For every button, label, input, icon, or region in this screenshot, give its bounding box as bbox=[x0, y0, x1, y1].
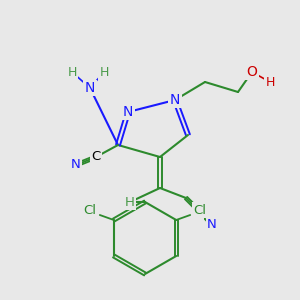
Text: H: H bbox=[99, 65, 109, 79]
Text: N: N bbox=[123, 105, 133, 119]
Text: Cl: Cl bbox=[194, 203, 207, 217]
Text: O: O bbox=[247, 65, 257, 79]
Text: Cl: Cl bbox=[83, 203, 96, 217]
Text: N: N bbox=[71, 158, 81, 172]
Text: N: N bbox=[85, 81, 95, 95]
Text: C: C bbox=[194, 206, 202, 218]
Text: N: N bbox=[207, 218, 217, 230]
Text: N: N bbox=[170, 93, 180, 107]
Text: H: H bbox=[67, 65, 77, 79]
Text: C: C bbox=[92, 151, 100, 164]
Text: H: H bbox=[125, 196, 135, 208]
Text: H: H bbox=[265, 76, 275, 88]
